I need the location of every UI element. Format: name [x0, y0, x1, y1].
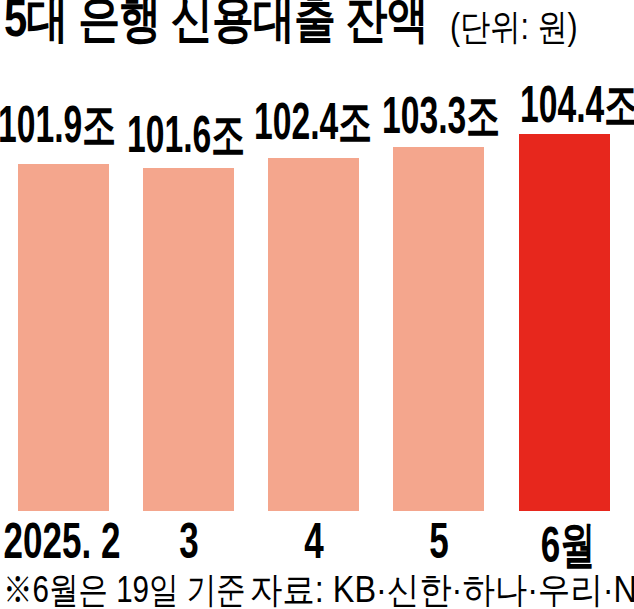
bar-5 — [519, 134, 610, 511]
value-label-3: 102.4조 — [254, 88, 372, 157]
value-label-1: 101.9조 — [0, 91, 115, 160]
bar-3 — [268, 158, 359, 511]
footnote: ※6월은 19일 기준 — [3, 566, 246, 609]
x-label-3: 4 — [304, 512, 323, 570]
chart-title: 5대 은행 신용대출 잔액 — [4, 0, 428, 54]
bar-2 — [143, 168, 234, 511]
source-label: 자료: KB·신한·하나·우리·NH — [250, 566, 634, 609]
value-label-4: 103.3조 — [382, 82, 500, 151]
x-label-2: 3 — [179, 512, 198, 570]
value-label-5: 104.4조 — [520, 71, 634, 140]
chart: 5대 은행 신용대출 잔액 (단위: 원) 101.9조 2025. 2 101.6… — [0, 0, 634, 609]
value-label-2: 101.6조 — [127, 101, 245, 170]
chart-unit: (단위: 원) — [450, 3, 578, 52]
bar-1 — [18, 164, 109, 511]
x-label-1: 2025. 2 — [3, 512, 120, 570]
x-label-4: 5 — [429, 512, 448, 570]
bar-4 — [393, 147, 484, 511]
